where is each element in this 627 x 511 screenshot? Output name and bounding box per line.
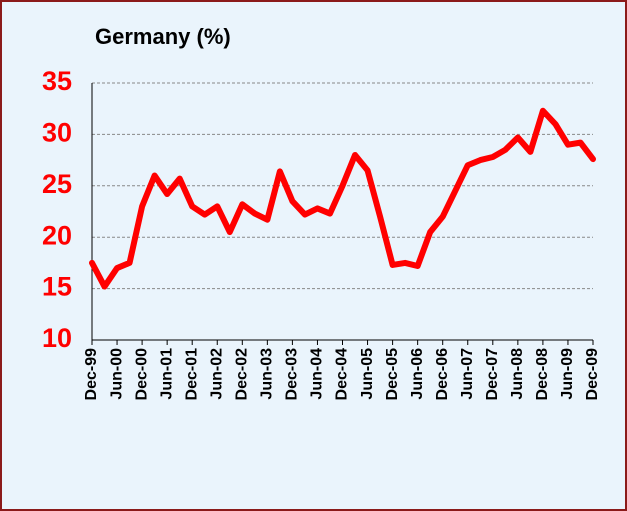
x-tick-label: Jun-09 [559,348,576,400]
x-tick-label: Jun-00 [108,348,125,400]
x-tick-label: Dec-00 [133,348,150,401]
x-tick-label: Jun-03 [259,348,276,400]
y-tick-label: 20 [42,220,72,250]
x-tick-label: Dec-08 [534,348,551,401]
y-tick-label: 35 [42,66,72,96]
x-tick-label: Jun-01 [158,348,175,400]
x-tick-label: Dec-02 [234,348,251,401]
chart-title: Germany (%) [95,24,231,49]
x-tick-label: Jun-05 [359,348,376,400]
x-tick-label: Dec-06 [434,348,451,401]
x-tick-label: Jun-06 [409,348,426,400]
x-tick-label: Jun-02 [208,348,225,400]
y-tick-label: 30 [42,118,72,148]
x-tick-label: Jun-04 [309,348,326,400]
x-tick-label: Dec-09 [584,348,601,401]
x-tick-label: Dec-01 [183,348,200,401]
data-line [89,107,596,290]
x-tick-label: Dec-04 [334,348,351,401]
x-tick-label: Dec-99 [83,348,100,401]
x-tick-label: Dec-03 [284,348,301,401]
y-tick-label: 25 [42,169,72,199]
y-tick-label: 15 [42,272,72,302]
x-tick-label: Jun-07 [459,348,476,400]
x-tick-label: Jun-08 [509,348,526,400]
x-tick-label: Dec-05 [384,348,401,401]
x-tick-label: Dec-07 [484,348,501,401]
y-tick-label: 10 [42,323,72,353]
